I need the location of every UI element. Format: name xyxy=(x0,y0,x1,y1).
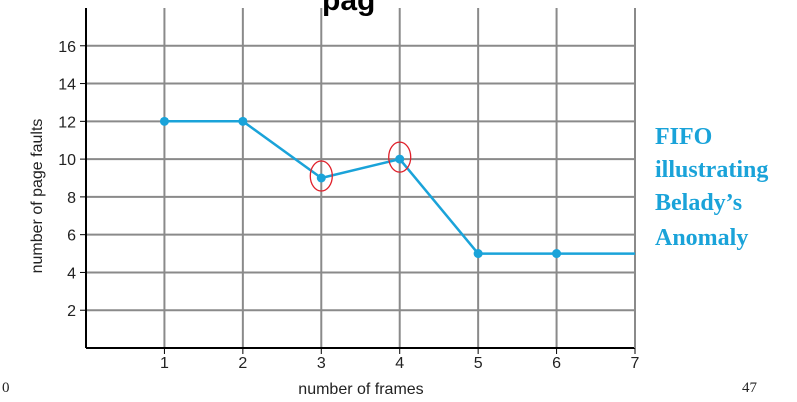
data-point xyxy=(316,173,326,183)
data-point xyxy=(395,154,405,164)
y-tick-label: 12 xyxy=(58,114,76,131)
y-tick-label: 2 xyxy=(67,303,76,320)
highlight-ellipse xyxy=(309,160,333,192)
x-axis-label: number of frames xyxy=(298,381,423,398)
x-tick-label: 3 xyxy=(317,355,326,372)
data-point xyxy=(159,116,169,126)
slide-left-marker: 0 xyxy=(2,380,10,396)
annotation-line-1: FIFO xyxy=(655,124,712,150)
annotation-line-2: illustrating xyxy=(655,157,768,183)
x-tick-label: 2 xyxy=(238,355,247,372)
slide-title-fragment: pag xyxy=(322,0,375,17)
x-tick-label: 6 xyxy=(552,355,561,372)
x-tick-label: 1 xyxy=(160,355,169,372)
axes xyxy=(85,8,636,349)
slide-number: 47 xyxy=(742,380,758,396)
y-tick-label: 14 xyxy=(58,77,76,94)
x-tick-label: 5 xyxy=(474,355,483,372)
annotation: FIFO illustrating Belady’s Anomaly xyxy=(655,124,768,251)
y-tick-label: 6 xyxy=(67,228,76,245)
y-tick-label: 8 xyxy=(67,190,76,207)
data-point xyxy=(238,116,248,126)
y-axis-label: number of page faults xyxy=(29,119,46,274)
y-tick-label: 16 xyxy=(58,39,76,56)
series-line xyxy=(159,116,635,259)
y-tick-label: 10 xyxy=(58,152,76,169)
data-point xyxy=(552,249,562,259)
highlight-markers xyxy=(309,141,412,192)
annotation-line-3: Belady’s xyxy=(655,190,742,216)
x-tick-label: 4 xyxy=(395,355,404,372)
grid xyxy=(80,8,636,354)
y-tick-label: 4 xyxy=(67,265,76,282)
annotation-line-4: Anomaly xyxy=(655,225,748,251)
x-tick-label: 7 xyxy=(631,355,640,372)
highlight-ellipse xyxy=(388,141,412,173)
data-point xyxy=(473,249,483,259)
